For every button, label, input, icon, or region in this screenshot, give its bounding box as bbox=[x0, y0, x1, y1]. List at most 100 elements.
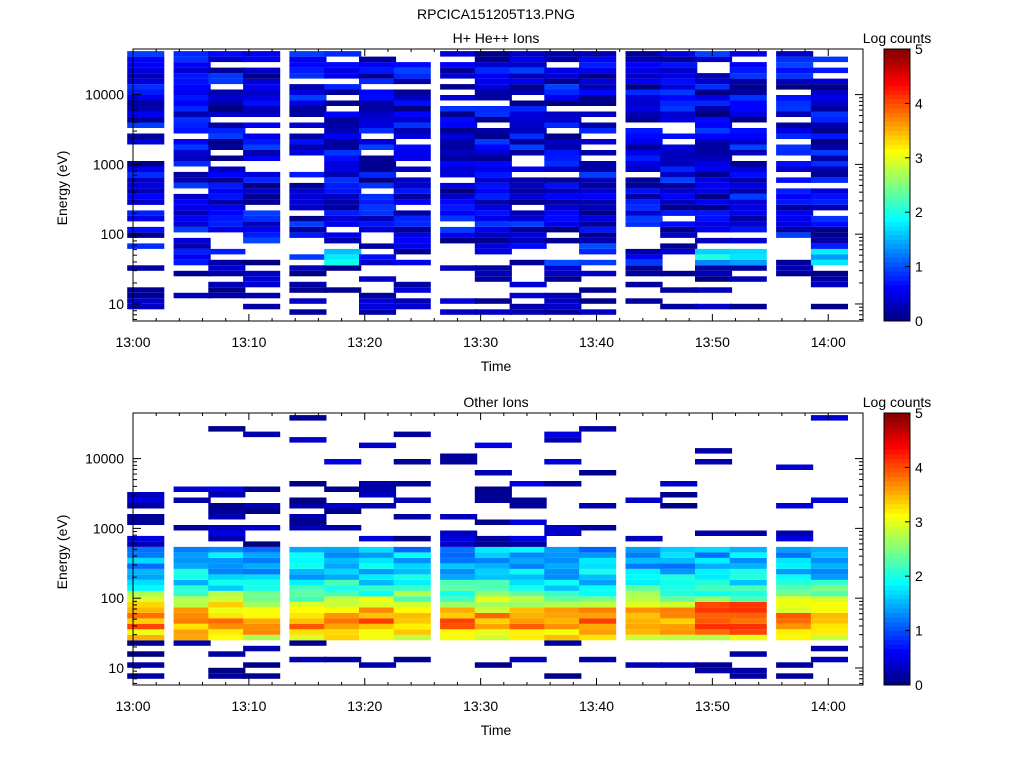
colorbar-step bbox=[884, 453, 910, 459]
heatmap-cell bbox=[208, 122, 246, 128]
heatmap-cell bbox=[324, 188, 362, 194]
heatmap-cell bbox=[474, 117, 512, 123]
colorbar-tick-label: 3 bbox=[915, 150, 923, 166]
heatmap-cell bbox=[324, 618, 362, 624]
heatmap-cell bbox=[440, 568, 478, 575]
heatmap-cell bbox=[625, 78, 663, 85]
heatmap-cell bbox=[776, 100, 814, 106]
heatmap-cell bbox=[289, 171, 327, 178]
heatmap-cell bbox=[173, 73, 211, 79]
heatmap-cell bbox=[289, 563, 327, 569]
heatmap-cell bbox=[544, 579, 582, 586]
heatmap-cell bbox=[810, 546, 848, 553]
heatmap-cell bbox=[243, 199, 281, 205]
heatmap-cell bbox=[544, 530, 582, 536]
heatmap-cell bbox=[509, 563, 547, 569]
heatmap-cell bbox=[729, 623, 767, 630]
heatmap-cell bbox=[695, 557, 733, 564]
heatmap-cell bbox=[660, 557, 698, 564]
heatmap-cell bbox=[440, 199, 478, 205]
heatmap-cell bbox=[208, 215, 246, 222]
heatmap-cell bbox=[324, 111, 362, 117]
colorbar-step bbox=[884, 594, 910, 600]
panel0-colorbar-label: Log counts bbox=[863, 30, 932, 46]
heatmap-cell bbox=[208, 426, 246, 432]
heatmap-cell bbox=[289, 144, 327, 150]
colorbar-step bbox=[884, 67, 910, 73]
x-tick-label: 14:00 bbox=[811, 334, 846, 350]
heatmap-cell bbox=[393, 601, 431, 608]
colorbar-step bbox=[884, 558, 910, 564]
heatmap-cell bbox=[729, 530, 767, 536]
heatmap-cell bbox=[243, 155, 281, 161]
heatmap-cell bbox=[810, 128, 848, 134]
heatmap-cell bbox=[729, 552, 767, 558]
heatmap-cell bbox=[127, 78, 165, 85]
heatmap-cell bbox=[579, 287, 617, 293]
colorbar-step bbox=[884, 53, 910, 59]
heatmap-cell bbox=[474, 579, 512, 586]
colorbar-step bbox=[884, 266, 910, 272]
heatmap-cell bbox=[208, 557, 246, 564]
heatmap-cell bbox=[509, 552, 547, 558]
heatmap-cell bbox=[127, 590, 165, 597]
heatmap-cell bbox=[440, 182, 478, 189]
heatmap-cell bbox=[544, 51, 582, 57]
heatmap-cell bbox=[625, 574, 663, 580]
heatmap-cell bbox=[729, 182, 767, 189]
heatmap-cell bbox=[359, 442, 397, 449]
heatmap-cell bbox=[544, 73, 582, 79]
heatmap-cell bbox=[208, 287, 246, 293]
heatmap-cell bbox=[243, 51, 281, 57]
heatmap-cell bbox=[243, 281, 281, 288]
heatmap-cell bbox=[289, 226, 327, 233]
heatmap-cell bbox=[544, 67, 582, 74]
heatmap-cell bbox=[324, 563, 362, 569]
heatmap-cell bbox=[579, 128, 617, 134]
heatmap-cell bbox=[324, 128, 362, 134]
heatmap-cell bbox=[579, 237, 617, 244]
heatmap-cell bbox=[509, 111, 547, 117]
heatmap-cell bbox=[579, 188, 617, 194]
heatmap-cell bbox=[440, 84, 478, 90]
heatmap-cell bbox=[474, 199, 512, 205]
heatmap-cell bbox=[729, 171, 767, 178]
heatmap-cell bbox=[579, 51, 617, 57]
heatmap-cell bbox=[173, 221, 211, 227]
heatmap-cell bbox=[208, 618, 246, 624]
heatmap-cell bbox=[173, 634, 211, 641]
heatmap-cell bbox=[729, 579, 767, 586]
heatmap-cell bbox=[359, 563, 397, 569]
heatmap-cell bbox=[173, 579, 211, 586]
heatmap-cell bbox=[289, 232, 327, 238]
heatmap-cell bbox=[127, 243, 165, 249]
heatmap-cell bbox=[474, 248, 512, 255]
heatmap-cell bbox=[810, 166, 848, 172]
heatmap-cell bbox=[289, 546, 327, 553]
colorbar-step bbox=[884, 89, 910, 95]
heatmap-cell bbox=[393, 232, 431, 238]
heatmap-cell bbox=[289, 590, 327, 597]
colorbar-step bbox=[884, 612, 910, 618]
heatmap-cell bbox=[359, 128, 397, 134]
heatmap-cell bbox=[243, 579, 281, 586]
heatmap-cell bbox=[127, 634, 165, 641]
heatmap-cell bbox=[544, 221, 582, 227]
heatmap-cell bbox=[810, 415, 848, 421]
heatmap-cell bbox=[243, 84, 281, 90]
heatmap-cell bbox=[474, 133, 512, 139]
heatmap-cell bbox=[208, 221, 246, 227]
heatmap-cell bbox=[695, 95, 733, 101]
heatmap-cell bbox=[776, 67, 814, 74]
heatmap-cell bbox=[324, 601, 362, 608]
heatmap-cell bbox=[660, 612, 698, 619]
heatmap-cell bbox=[509, 106, 547, 112]
heatmap-cell bbox=[289, 122, 327, 128]
heatmap-cell bbox=[544, 568, 582, 575]
colorbar-step bbox=[884, 280, 910, 286]
heatmap-cell bbox=[695, 607, 733, 613]
heatmap-cell bbox=[173, 623, 211, 630]
heatmap-cell bbox=[810, 254, 848, 260]
heatmap-cell bbox=[509, 51, 547, 57]
heatmap-cell bbox=[173, 612, 211, 619]
